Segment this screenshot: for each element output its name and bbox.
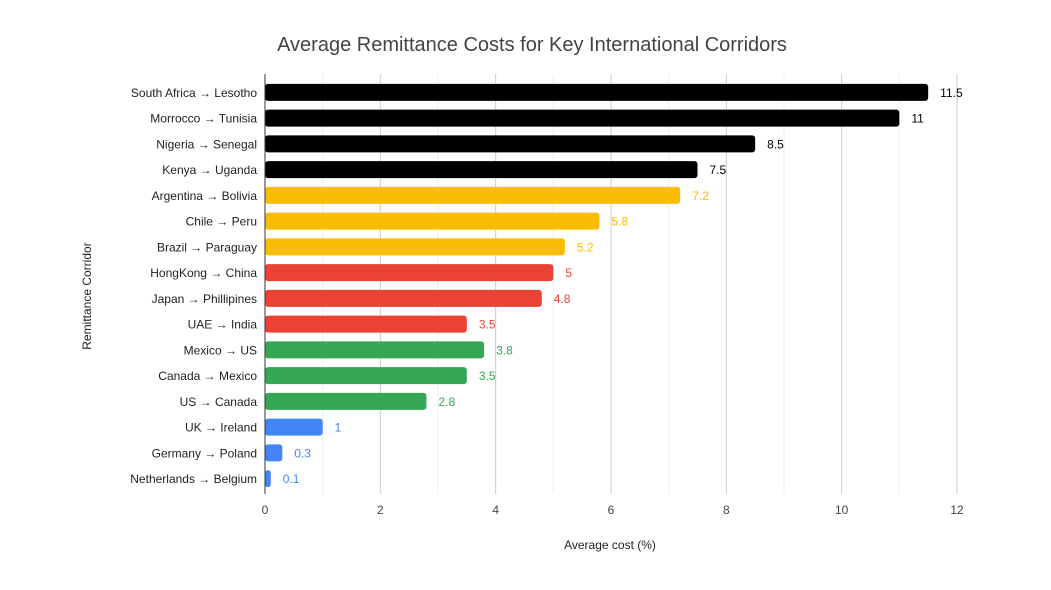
- x-tick-label: 0: [262, 503, 269, 517]
- x-tick-label: 12: [950, 503, 964, 517]
- chart-title: Average Remittance Costs for Key Interna…: [277, 34, 787, 56]
- bar: [265, 83, 929, 101]
- bar-value-label: 7.2: [692, 189, 709, 203]
- bar-value-label: 11.5: [940, 86, 963, 100]
- bar: [265, 161, 698, 179]
- bar-value-label: 0.1: [283, 472, 300, 486]
- bar-value-label: 4.8: [554, 292, 571, 306]
- y-axis-title: Remittance Corridor: [80, 242, 94, 349]
- category-label: Japan → Phillipines: [152, 292, 257, 306]
- bar: [265, 289, 542, 307]
- category-label: HongKong → China: [150, 266, 257, 280]
- bar: [265, 470, 271, 488]
- bar-value-label: 5.2: [577, 240, 594, 254]
- bar-value-label: 1: [335, 421, 342, 435]
- bar: [265, 418, 323, 436]
- bar: [265, 264, 554, 282]
- category-label: Brazil → Paraguay: [157, 240, 257, 254]
- bar-value-label: 3.5: [479, 318, 496, 332]
- x-tick-labels: 0 2 4 6 8 10 12: [262, 503, 964, 517]
- bar-value-label: 3.5: [479, 369, 496, 383]
- bar: [265, 444, 283, 462]
- bar-value-label: 11: [911, 112, 924, 126]
- x-tick-label: 2: [377, 503, 384, 517]
- bar: [265, 135, 756, 153]
- category-label: Kenya → Uganda: [162, 163, 257, 177]
- category-label: UAE → India: [188, 318, 258, 332]
- category-label: UK → Ireland: [185, 421, 257, 435]
- x-tick-label: 10: [835, 503, 849, 517]
- bar: [265, 392, 427, 410]
- bar-value-label: 0.3: [294, 446, 311, 460]
- category-labels: South Africa → Lesotho Morrocco → Tunisia…: [130, 86, 257, 486]
- bar-value-label: 2.8: [438, 395, 455, 409]
- category-label: Chile → Peru: [186, 215, 257, 229]
- category-label: South Africa → Lesotho: [131, 86, 257, 100]
- bar-value-label: 3.8: [496, 343, 513, 357]
- category-label: Argentina → Bolivia: [152, 189, 258, 203]
- category-label: US → Canada: [180, 395, 258, 409]
- category-label: Canada → Mexico: [158, 369, 257, 383]
- x-tick-label: 6: [608, 503, 615, 517]
- bar-value-label: 5: [565, 266, 572, 280]
- bar: [265, 341, 485, 359]
- bars: [265, 83, 929, 488]
- x-axis-title: Average cost (%): [564, 538, 656, 552]
- category-label: Morrocco → Tunisia: [150, 112, 257, 126]
- category-label: Nigeria → Senegal: [156, 137, 257, 151]
- x-tick-label: 4: [492, 503, 499, 517]
- bar-value-label: 8.5: [767, 137, 784, 151]
- data-labels: 11.5 11 8.5 7.57.2 5.8 5.2 5 4.8 3.53.83.5 2.8 1 0.…: [283, 86, 963, 486]
- category-label: Netherlands → Belgium: [130, 472, 257, 486]
- bar: [265, 212, 600, 230]
- bar: [265, 367, 467, 385]
- x-tick-label: 8: [723, 503, 730, 517]
- bar: [265, 109, 900, 127]
- category-label: Mexico → US: [184, 343, 257, 357]
- bar-value-label: 5.8: [611, 215, 628, 229]
- bar: [265, 315, 467, 333]
- bar: [265, 186, 681, 204]
- bar: [265, 238, 565, 256]
- category-label: Germany → Poland: [152, 446, 257, 460]
- bar-value-label: 7.5: [710, 163, 727, 177]
